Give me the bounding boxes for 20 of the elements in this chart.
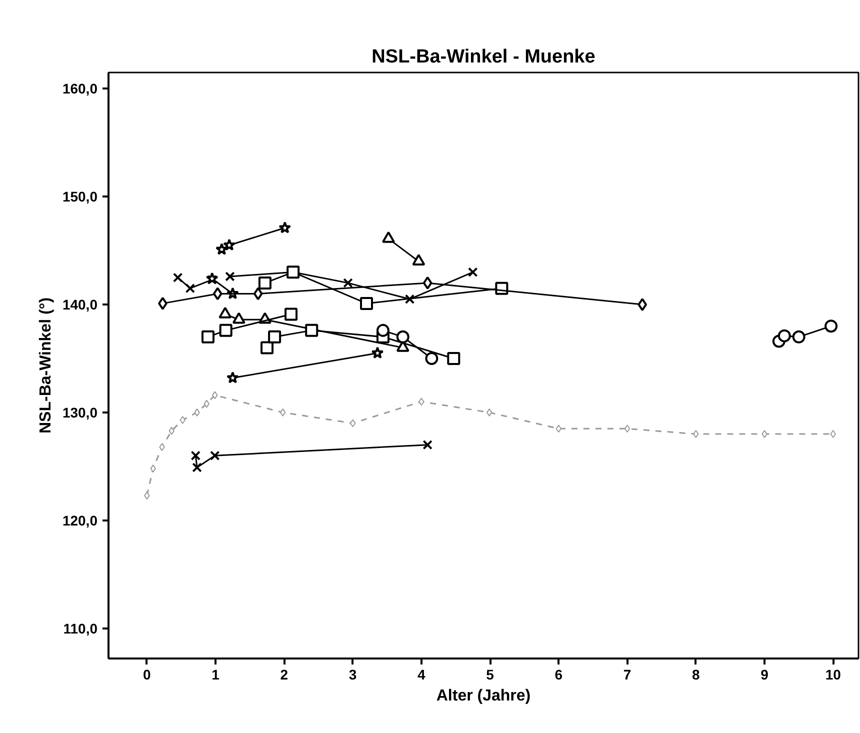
chart-title: NSL-Ba-Winkel - Muenke [372,46,596,68]
x-tick-label: 6 [554,666,563,682]
x-tick-label: 4 [418,666,426,682]
x-tick-label: 3 [348,666,357,682]
y-tick-label: 130,0 [62,404,98,420]
x-tick-label: 2 [280,666,288,682]
y-tick-label: 150,0 [62,188,98,205]
y-axis-title: NSL-Ba-Winkel (°) [37,297,54,434]
x-tick-label: 7 [623,666,632,682]
y-tick-label: 110,0 [63,620,98,636]
y-tick-label: 140,0 [62,296,98,313]
x-tick-label: 8 [692,666,700,682]
y-tick-label: 160,0 [62,80,98,97]
x-tick-label: 0 [143,666,152,682]
x-tick-label: 1 [212,666,220,682]
y-tick-label: 120,0 [62,512,98,528]
x-tick-label: 10 [825,666,842,682]
x-tick-label: 5 [486,666,494,682]
x-tick-label: 9 [760,666,769,682]
x-axis-title: Alter (Jahre) [436,688,531,704]
